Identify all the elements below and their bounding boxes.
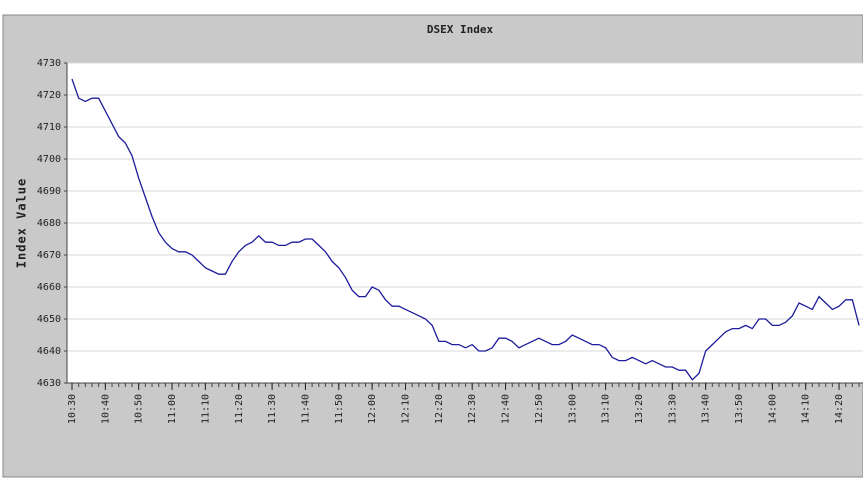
x-tick-label: 12:00	[367, 394, 378, 424]
x-tick-label: 13:40	[701, 394, 712, 424]
x-tick-label: 10:30	[67, 394, 78, 424]
x-tick-label: 14:20	[834, 394, 845, 424]
x-tick-label: 12:30	[467, 394, 478, 424]
x-tick-label: 13:50	[734, 394, 745, 424]
x-tick-label: 10:40	[100, 394, 111, 424]
x-tick-label: 11:40	[300, 394, 311, 424]
x-tick-label: 11:10	[200, 394, 211, 424]
y-tick-label: 4680	[37, 218, 61, 229]
x-tick-label: 11:30	[267, 394, 278, 424]
x-tick-label: 11:00	[167, 394, 178, 424]
x-tick-label: 14:00	[767, 394, 778, 424]
y-axis-label: Index Value	[15, 178, 29, 268]
x-tick-label: 12:20	[434, 394, 445, 424]
y-tick-label: 4700	[37, 154, 61, 165]
x-tick-label: 13:20	[634, 394, 645, 424]
y-tick-label: 4710	[37, 122, 61, 133]
y-tick-label: 4670	[37, 250, 61, 261]
x-tick-label: 11:20	[234, 394, 245, 424]
chart-title: DSEX Index	[427, 23, 494, 36]
data-line	[71, 78, 860, 381]
x-tick-label: 12:10	[401, 394, 412, 424]
x-tick-label: 14:10	[801, 394, 812, 424]
x-tick-label: 13:10	[601, 394, 612, 424]
y-tick-label: 4720	[37, 90, 61, 101]
x-tick-label: 13:00	[567, 394, 578, 424]
x-tick-label: 10:50	[134, 394, 145, 424]
y-tick-label: 4690	[37, 186, 61, 197]
y-tick-label: 4730	[37, 58, 61, 69]
x-tick-label: 11:50	[334, 394, 345, 424]
x-tick-label: 12:40	[501, 394, 512, 424]
y-tick-label: 4660	[37, 282, 61, 293]
y-tick-label: 4640	[37, 346, 61, 357]
x-tick-label: 12:50	[534, 394, 545, 424]
y-tick-label: 4650	[37, 314, 61, 325]
y-tick-label: 4630	[37, 378, 61, 389]
x-tick-label: 13:30	[667, 394, 678, 424]
